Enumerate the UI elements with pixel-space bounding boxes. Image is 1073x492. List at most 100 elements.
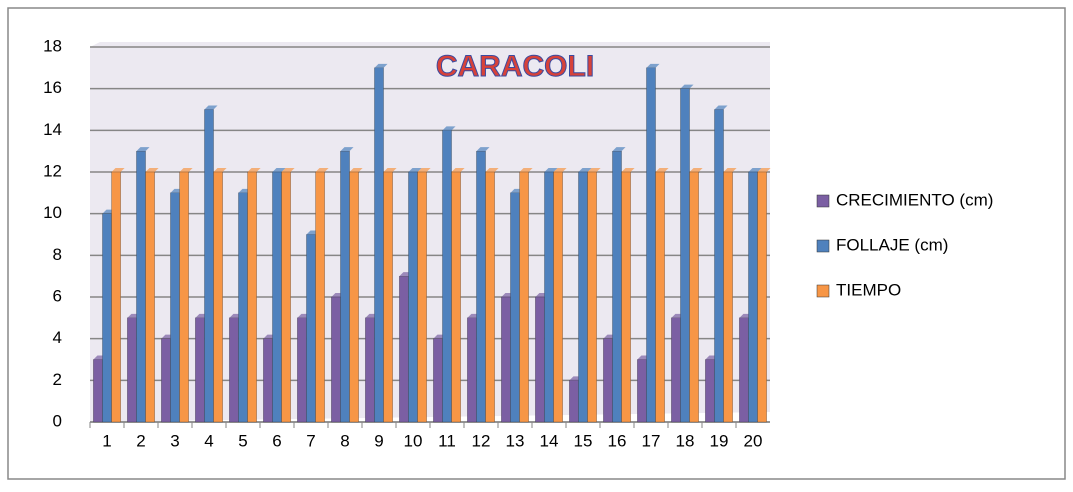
bar bbox=[170, 193, 179, 422]
bar bbox=[384, 172, 393, 422]
x-tick-label: 3 bbox=[170, 431, 179, 450]
bar bbox=[365, 318, 374, 422]
bar bbox=[724, 172, 733, 422]
y-tick-label: 0 bbox=[53, 411, 62, 430]
bar bbox=[637, 360, 646, 423]
bar bbox=[350, 172, 359, 422]
bar bbox=[433, 339, 442, 422]
x-tick-label: 12 bbox=[472, 431, 491, 450]
x-tick-label: 14 bbox=[540, 431, 559, 450]
bar bbox=[690, 172, 699, 422]
bar bbox=[418, 172, 427, 422]
bar bbox=[272, 172, 281, 422]
legend-swatch bbox=[817, 285, 829, 297]
x-tick-label: 13 bbox=[506, 431, 525, 450]
bar bbox=[127, 318, 136, 422]
x-tick-label: 2 bbox=[136, 431, 145, 450]
bar bbox=[214, 172, 223, 422]
bar bbox=[297, 318, 306, 422]
bar bbox=[248, 172, 257, 422]
bar bbox=[646, 68, 655, 422]
bar bbox=[520, 172, 529, 422]
y-tick-label: 12 bbox=[43, 161, 62, 180]
legend-label: FOLLAJE (cm) bbox=[836, 235, 948, 254]
x-tick-label: 16 bbox=[608, 431, 627, 450]
chart-title: CARACOLI bbox=[436, 50, 594, 83]
bar bbox=[680, 89, 689, 422]
bar bbox=[501, 297, 510, 422]
bar bbox=[544, 172, 553, 422]
bar bbox=[263, 339, 272, 422]
bar bbox=[340, 151, 349, 422]
legend-label: TIEMPO bbox=[836, 280, 901, 299]
bar bbox=[656, 172, 665, 422]
bar bbox=[146, 172, 155, 422]
bar bbox=[739, 318, 748, 422]
y-tick-label: 16 bbox=[43, 78, 62, 97]
y-tick-label: 4 bbox=[53, 328, 62, 347]
x-tick-label: 19 bbox=[710, 431, 729, 450]
bar bbox=[578, 172, 587, 422]
bar bbox=[486, 172, 495, 422]
y-tick-label: 14 bbox=[43, 120, 62, 139]
x-tick-label: 1 bbox=[102, 431, 111, 450]
bar bbox=[510, 193, 519, 422]
bar bbox=[758, 172, 767, 422]
bar bbox=[467, 318, 476, 422]
bar bbox=[612, 151, 621, 422]
bar bbox=[748, 172, 757, 422]
bar bbox=[316, 172, 325, 422]
bar bbox=[705, 360, 714, 423]
x-tick-label: 17 bbox=[642, 431, 661, 450]
bar bbox=[603, 339, 612, 422]
bar bbox=[399, 276, 408, 422]
chart: 0246810121416181234567891011121314151617… bbox=[0, 0, 1073, 487]
legend-swatch bbox=[817, 240, 829, 252]
back-wall bbox=[90, 42, 770, 422]
bar bbox=[331, 297, 340, 422]
bar bbox=[554, 172, 563, 422]
bar bbox=[102, 214, 111, 422]
bar bbox=[282, 172, 291, 422]
y-tick-label: 6 bbox=[53, 286, 62, 305]
bar bbox=[306, 235, 315, 423]
bar bbox=[161, 339, 170, 422]
bar bbox=[408, 172, 417, 422]
bar bbox=[535, 297, 544, 422]
y-tick-label: 8 bbox=[53, 245, 62, 264]
bar bbox=[238, 193, 247, 422]
bar bbox=[569, 380, 578, 422]
bar bbox=[374, 68, 383, 422]
x-tick-label: 18 bbox=[676, 431, 695, 450]
y-tick-label: 18 bbox=[43, 36, 62, 55]
bar bbox=[112, 172, 121, 422]
bar bbox=[588, 172, 597, 422]
legend-label: CRECIMIENTO (cm) bbox=[836, 190, 993, 209]
page: 0246810121416181234567891011121314151617… bbox=[0, 0, 1073, 492]
x-tick-label: 11 bbox=[438, 431, 456, 450]
x-tick-label: 15 bbox=[574, 431, 593, 450]
x-tick-label: 20 bbox=[744, 431, 763, 450]
bar bbox=[452, 172, 461, 422]
bar bbox=[671, 318, 680, 422]
x-tick-label: 4 bbox=[204, 431, 213, 450]
bar bbox=[442, 130, 451, 422]
bar bbox=[195, 318, 204, 422]
x-tick-label: 10 bbox=[404, 431, 423, 450]
x-tick-label: 9 bbox=[374, 431, 383, 450]
bar bbox=[204, 110, 213, 423]
bar bbox=[180, 172, 189, 422]
bar bbox=[229, 318, 238, 422]
bar bbox=[714, 110, 723, 423]
bar bbox=[93, 360, 102, 423]
x-tick-label: 8 bbox=[340, 431, 349, 450]
x-tick-label: 5 bbox=[238, 431, 247, 450]
bar bbox=[476, 151, 485, 422]
bar bbox=[622, 172, 631, 422]
x-tick-label: 6 bbox=[272, 431, 281, 450]
y-tick-label: 2 bbox=[53, 370, 62, 389]
x-tick-label: 7 bbox=[306, 431, 315, 450]
bar bbox=[136, 151, 145, 422]
legend-swatch bbox=[817, 195, 829, 207]
y-tick-label: 10 bbox=[43, 203, 62, 222]
